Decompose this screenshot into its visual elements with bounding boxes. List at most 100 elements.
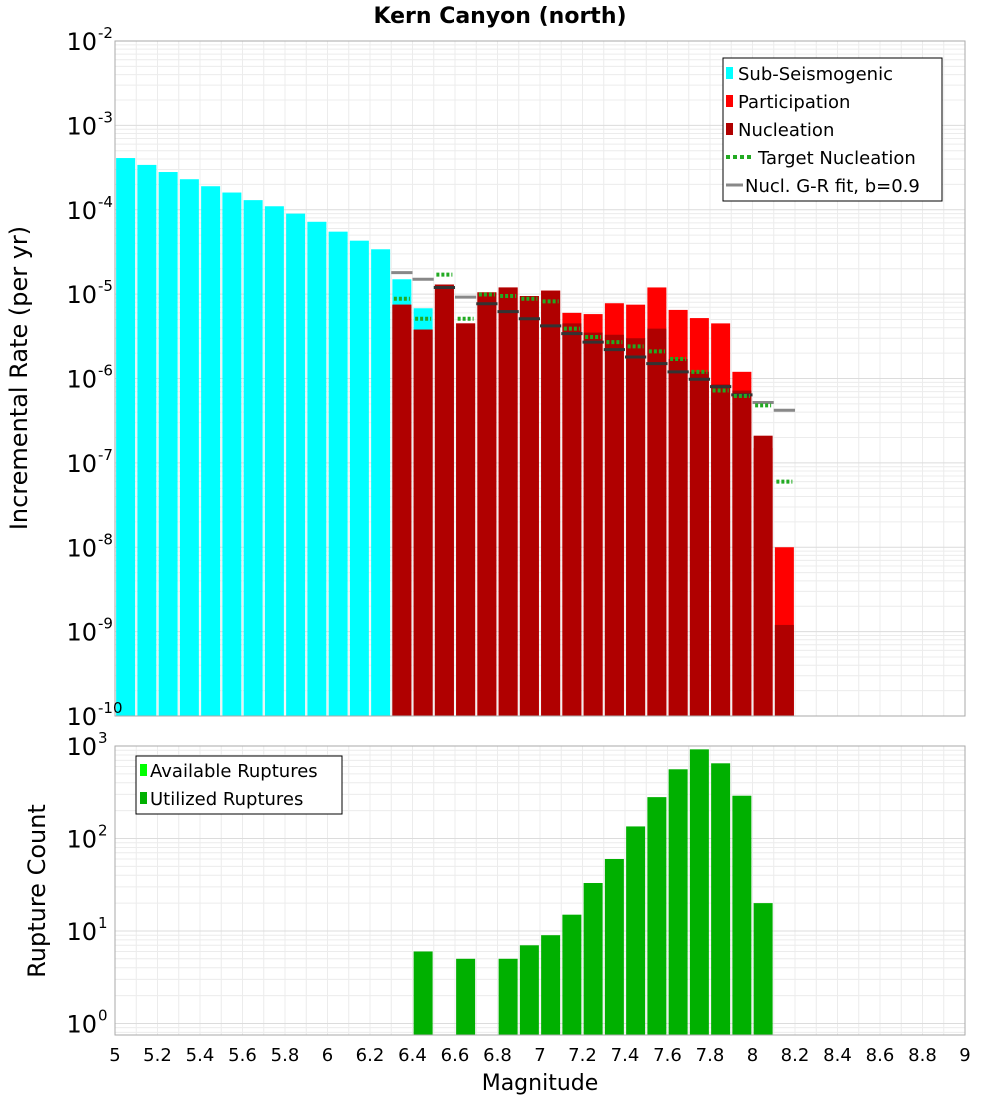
- count-y-tick: 10 3: [66, 729, 107, 761]
- rate-y-tick: 10 -10: [66, 699, 122, 731]
- legend-swatch-nucleation: [726, 123, 733, 135]
- count-y-tick-base: 10: [66, 918, 97, 946]
- rate-y-tick-base: 10: [66, 366, 97, 394]
- rate-y-tick-base: 10: [66, 112, 97, 140]
- nucleation-bar: [541, 290, 561, 716]
- legend-swatch-participation: [726, 95, 733, 107]
- rate-legend: Sub-Seismogenic Participation Nucleation…: [722, 57, 943, 202]
- rate-y-tick-exponent: -10: [98, 699, 123, 717]
- count-y-tick-base: 10: [66, 825, 97, 853]
- x-tick-label: 7.2: [568, 1045, 597, 1066]
- x-tick-label: 7.8: [696, 1045, 725, 1066]
- rate-y-tick-base: 10: [66, 28, 97, 56]
- x-axis-label: Magnitude: [482, 1071, 599, 1096]
- utilized-ruptures-bar: [456, 958, 476, 1035]
- sub-seismogenic-bar: [179, 179, 199, 716]
- rate-y-tick: 10 -6: [66, 362, 113, 394]
- nucleation-bar: [456, 323, 476, 716]
- nucleation-bar: [668, 359, 688, 716]
- rate-line-marks: [391, 271, 795, 484]
- utilized-ruptures-bar: [604, 858, 624, 1035]
- nucleation-bar: [562, 323, 582, 716]
- count-y-axis-label: Rupture Count: [23, 804, 51, 978]
- legend-label-sub-seismogenic: Sub-Seismogenic: [738, 64, 893, 85]
- nucleation-bar: [477, 292, 497, 716]
- rate-y-tick-exponent: -9: [98, 615, 113, 633]
- chart-title: Kern Canyon (north): [373, 4, 626, 29]
- legend-label-participation: Participation: [738, 92, 850, 113]
- x-tick-label: 5.4: [186, 1045, 215, 1066]
- x-tick-label: 5.6: [228, 1045, 257, 1066]
- rate-y-tick-exponent: -8: [98, 530, 113, 548]
- nucleation-bar: [392, 304, 412, 716]
- x-tick-label: 7: [534, 1045, 545, 1066]
- nucleation-bar: [434, 284, 454, 716]
- x-tick-label: 6.6: [441, 1045, 470, 1066]
- utilized-ruptures-bar: [413, 951, 433, 1035]
- x-tick-label: 5.2: [143, 1045, 172, 1066]
- count-y-tick-base: 10: [66, 1010, 97, 1038]
- nucleation-bar: [498, 287, 518, 716]
- rate-bars: [116, 158, 794, 717]
- nucleation-bar: [647, 328, 667, 716]
- x-tick-label: 6.8: [483, 1045, 512, 1066]
- count-y-tick: 10 0: [66, 1006, 107, 1038]
- x-tick-label: 6: [322, 1045, 333, 1066]
- utilized-ruptures-bar: [732, 795, 752, 1035]
- rate-y-tick: 10 -5: [66, 277, 113, 309]
- x-tick-label: 7.4: [611, 1045, 640, 1066]
- count-legend: Available Ruptures Utilized Ruptures: [135, 755, 343, 815]
- sub-seismogenic-bar: [116, 158, 136, 716]
- nucleation-bar: [519, 296, 539, 716]
- nucleation-bar: [689, 371, 709, 716]
- legend-label-utilized: Utilized Ruptures: [150, 789, 303, 810]
- x-tick-label: 8.2: [781, 1045, 810, 1066]
- rate-y-tick-exponent: -5: [98, 277, 113, 295]
- rate-plot-frame: [114, 40, 966, 717]
- rate-y-tick-exponent: -7: [98, 446, 113, 464]
- rate-y-tick-exponent: -2: [98, 24, 113, 42]
- x-tick-label: 6.2: [356, 1045, 385, 1066]
- count-y-tick-exponent: 0: [98, 1006, 108, 1024]
- legend-swatch-sub-seismogenic: [726, 67, 733, 79]
- utilized-ruptures-bar: [626, 826, 646, 1035]
- count-y-tick-exponent: 1: [98, 914, 108, 932]
- utilized-ruptures-bar: [583, 883, 603, 1035]
- utilized-ruptures-bar: [541, 935, 561, 1035]
- legend-label-nucleation: Nucleation: [738, 120, 834, 141]
- sub-seismogenic-bar: [222, 192, 242, 717]
- utilized-ruptures-bar: [711, 763, 731, 1035]
- legend-label-target-nucleation: Target Nucleation: [757, 148, 916, 169]
- utilized-ruptures-bar: [753, 903, 773, 1035]
- rate-y-tick-base: 10: [66, 703, 97, 731]
- rate-y-tick: 10 -9: [66, 615, 113, 647]
- sub-seismogenic-bar: [349, 240, 369, 717]
- utilized-ruptures-bar: [647, 797, 667, 1035]
- x-tick-label: 8.6: [866, 1045, 895, 1066]
- x-tick-label: 9: [959, 1045, 970, 1066]
- sub-seismogenic-bar: [137, 164, 157, 716]
- nucleation-bar: [604, 334, 624, 716]
- nucleation-bar: [711, 384, 731, 716]
- x-tick-label: 6.4: [398, 1045, 427, 1066]
- nucleation-bar: [774, 624, 794, 716]
- rate-legend-box: [722, 57, 943, 202]
- legend-label-gr-fit: Nucl. G-R fit, b=0.9: [745, 176, 920, 197]
- rate-y-tick-exponent: -4: [98, 193, 113, 211]
- nucleation-bar: [732, 390, 752, 716]
- utilized-ruptures-bar: [562, 914, 582, 1035]
- rate-y-tick: 10 -3: [66, 108, 113, 140]
- rate-y-tick-exponent: -3: [98, 108, 113, 126]
- x-tick-label: 8.8: [908, 1045, 937, 1066]
- rate-y-tick-base: 10: [66, 534, 97, 562]
- sub-seismogenic-bar: [201, 186, 221, 716]
- sub-seismogenic-bar: [307, 221, 327, 716]
- sub-seismogenic-bar: [328, 231, 348, 716]
- rate-y-tick-exponent: -6: [98, 362, 113, 380]
- sub-seismogenic-bar: [286, 213, 306, 717]
- count-plot-frame: [114, 745, 966, 1036]
- rate-y-tick: 10 -8: [66, 530, 113, 562]
- x-tick-label: 8: [747, 1045, 758, 1066]
